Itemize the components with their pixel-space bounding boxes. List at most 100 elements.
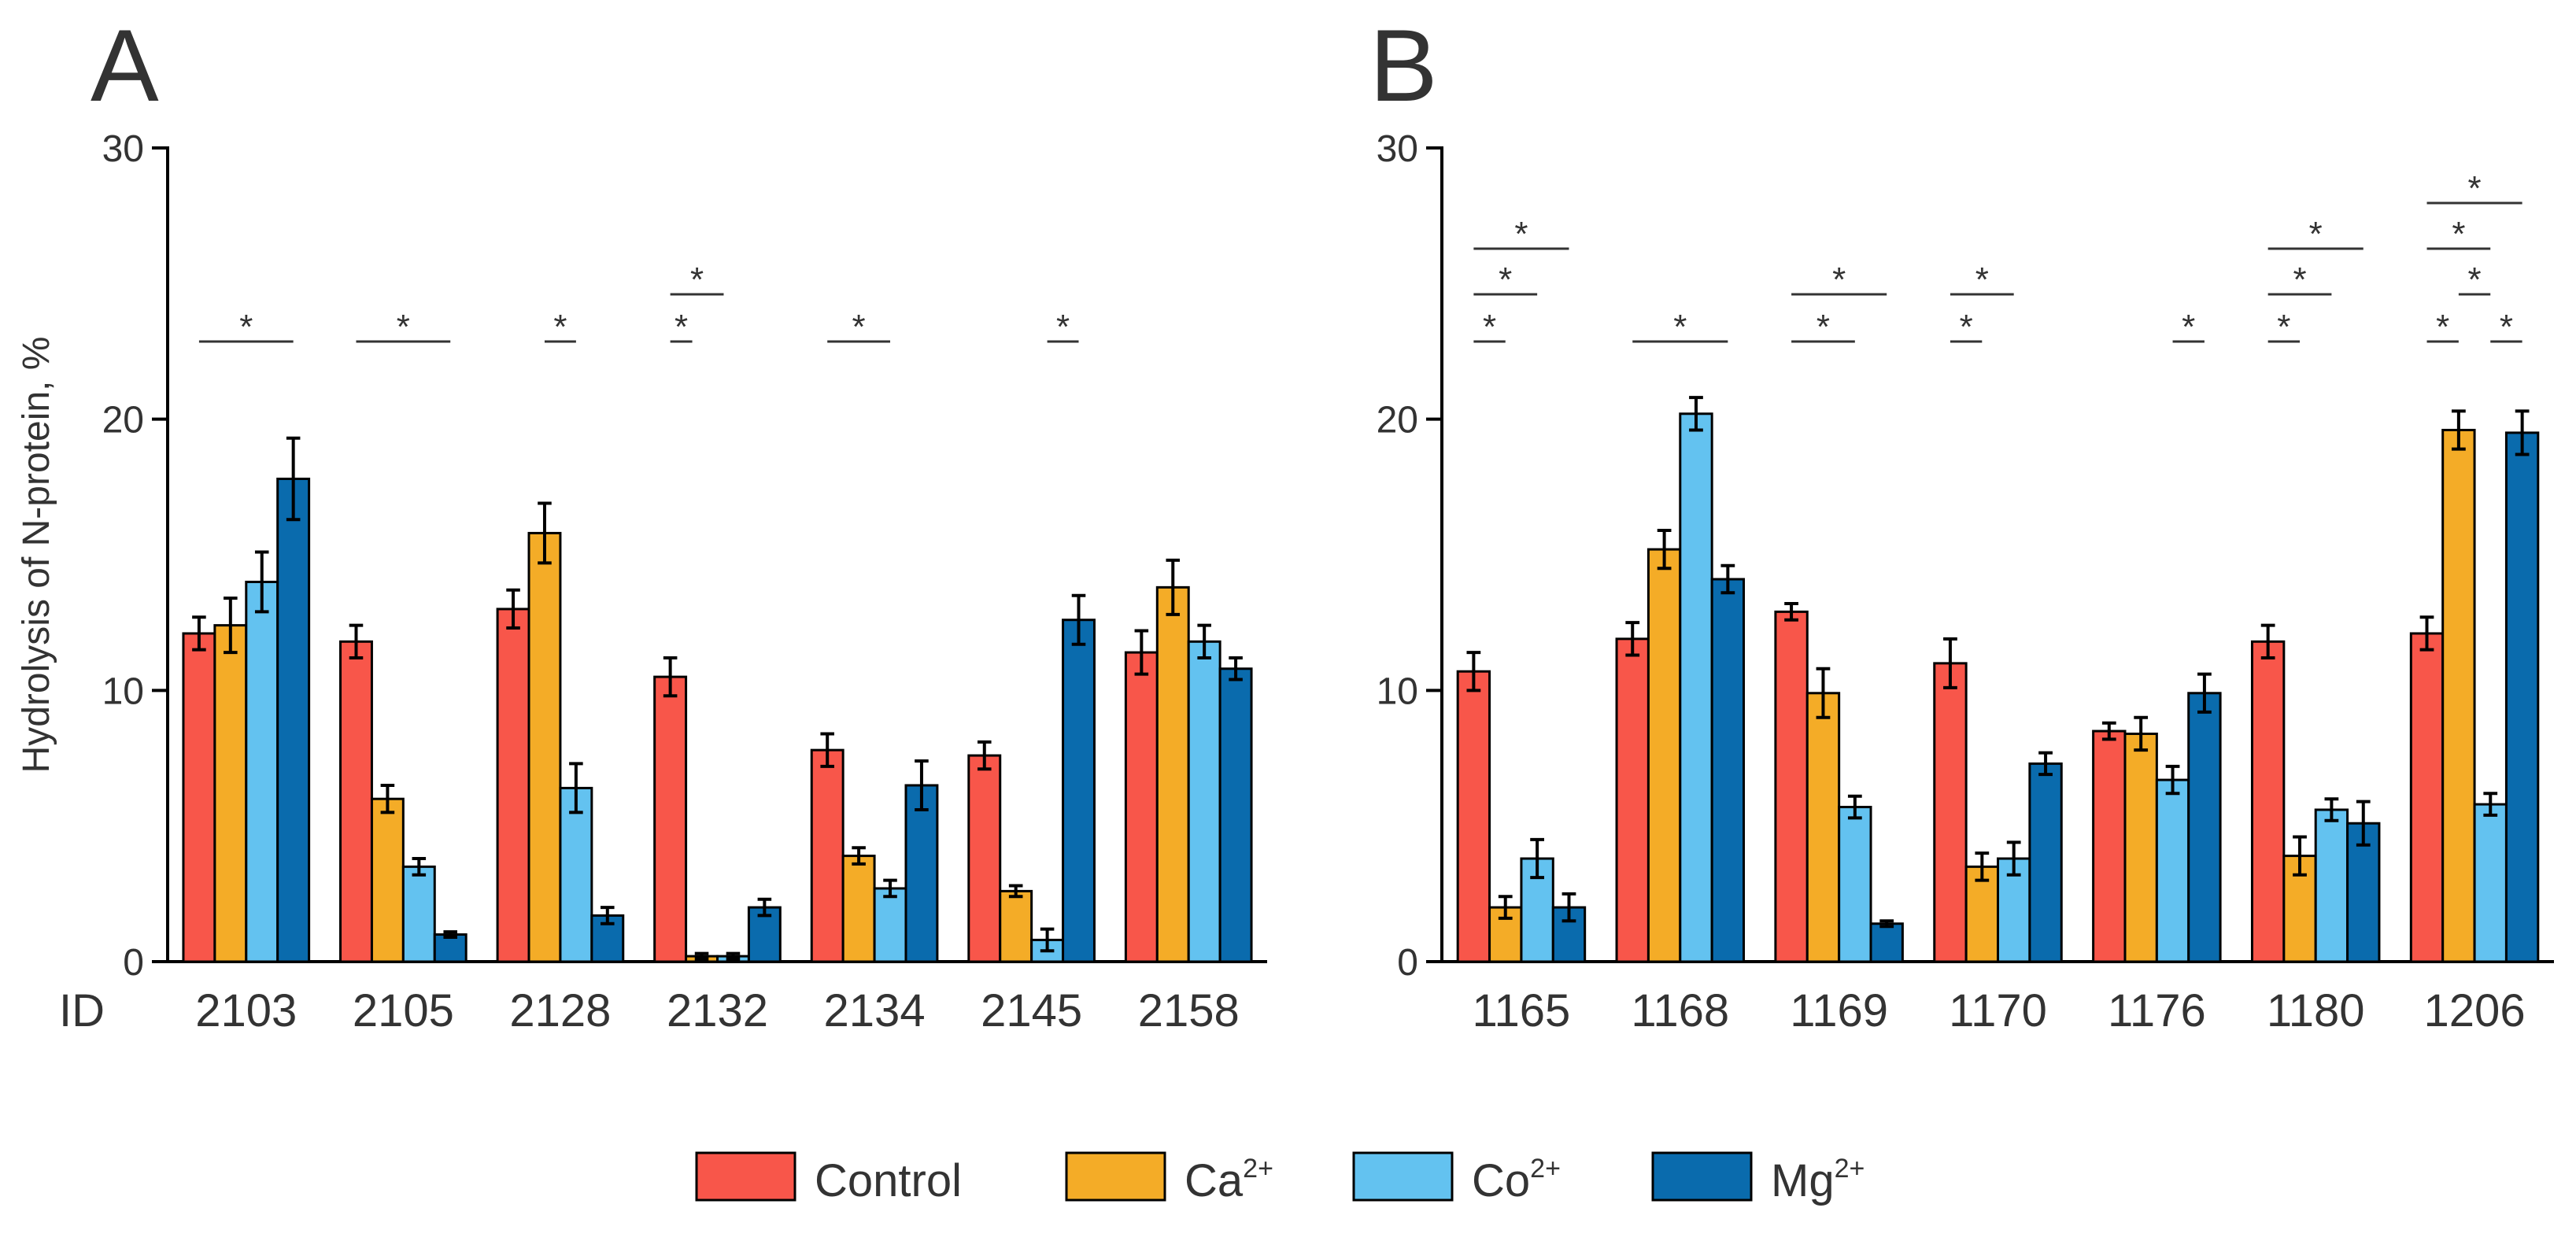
bar (2409, 632, 2445, 963)
y-tick-label: 10 (1377, 670, 1418, 712)
bar (339, 640, 373, 963)
bar (1187, 640, 1221, 963)
legend-swatch (695, 1151, 796, 1202)
category-label: 1169 (1790, 985, 1888, 1036)
legend-label: Co2+ (1472, 1154, 1561, 1206)
category-label: 2134 (824, 985, 926, 1036)
significance-star: * (1483, 308, 1496, 346)
bar (2473, 803, 2508, 963)
bar (1679, 412, 1713, 963)
significance-star: * (690, 260, 704, 299)
y-tick-label: 20 (102, 400, 144, 441)
bar (1933, 662, 1968, 963)
significance-star: * (553, 308, 567, 346)
legend-label: Control (815, 1155, 962, 1206)
bar (2092, 729, 2127, 963)
significance-star: * (2309, 215, 2323, 253)
y-tick-label: 0 (1397, 942, 1418, 984)
panel-a-chart: A Hydrolysis of N-protein, % 0 10 20 30 ID 2103… (16, 8, 1267, 1036)
legend-label-text: Control (815, 1155, 962, 1206)
category-label: 1165 (1473, 985, 1571, 1036)
bar (653, 675, 688, 963)
legend: Control Ca2+ Co2+ Mg2+ (695, 1151, 1865, 1206)
legend-label-text: Mg (1771, 1155, 1835, 1206)
bar (245, 580, 279, 963)
category-label: 1206 (2424, 985, 2526, 1036)
bar (873, 887, 907, 963)
significance-star: * (2452, 215, 2465, 253)
bar (559, 786, 593, 963)
significance-star: * (1975, 260, 1989, 299)
bar (182, 632, 216, 963)
legend-label-text: Co (1472, 1155, 1530, 1206)
bar (276, 477, 311, 963)
significance-star: * (2436, 308, 2449, 346)
significance-star: * (2500, 308, 2513, 346)
bar (2504, 431, 2540, 963)
bar (810, 748, 844, 963)
panel-letter: A (91, 8, 159, 123)
category-label: 2132 (667, 985, 768, 1036)
category-label: 1170 (1949, 985, 2047, 1036)
bar (2123, 732, 2158, 963)
category-label: 1176 (2108, 985, 2206, 1036)
legend-swatch (1352, 1151, 1454, 1202)
bar (2028, 762, 2063, 963)
significance-star: * (2293, 260, 2306, 299)
significance-star: * (1960, 308, 1973, 346)
category-label: 2158 (1138, 985, 1240, 1036)
bar (496, 608, 530, 963)
bar (2187, 692, 2222, 963)
significance-star: * (397, 308, 410, 346)
significance-star: * (2468, 260, 2482, 299)
bar (999, 889, 1033, 963)
legend-label: Mg2+ (1771, 1154, 1865, 1206)
y-tick-label: 20 (1377, 400, 1418, 441)
y-tick-label: 30 (102, 128, 144, 170)
bar (370, 797, 405, 963)
y-tick-label: 0 (123, 942, 144, 984)
bar (841, 855, 876, 963)
panel-letter: B (1369, 8, 1438, 123)
significance-star: * (1056, 308, 1070, 346)
bar (1774, 610, 1809, 963)
bar (1062, 619, 1096, 963)
bar (904, 784, 939, 963)
significance-star: * (239, 308, 253, 346)
significance-star: * (674, 308, 688, 346)
bar (1124, 651, 1159, 963)
bar (1615, 637, 1650, 963)
bar (2250, 640, 2286, 963)
bar (527, 531, 562, 963)
significance-star: * (1817, 308, 1830, 346)
bar (1710, 578, 1746, 963)
legend-label-superscript: 2+ (1243, 1154, 1273, 1184)
bar (213, 624, 248, 963)
significance-star: * (1499, 260, 1512, 299)
legend-label-superscript: 2+ (1530, 1154, 1561, 1184)
category-label: 2105 (353, 985, 454, 1036)
bar (1869, 922, 1904, 963)
significance-star: * (2277, 308, 2290, 346)
bar (1646, 548, 1682, 963)
bar (1456, 670, 1491, 963)
category-label: 1180 (2267, 985, 2365, 1036)
category-label: 1168 (1631, 985, 1729, 1036)
id-label: ID (59, 985, 105, 1036)
legend-swatch (1065, 1151, 1166, 1202)
legend-swatch (1651, 1151, 1753, 1202)
category-label: 2103 (195, 985, 297, 1036)
y-axis-label: Hydrolysis of N-protein, % (16, 337, 57, 774)
significance-star: * (1673, 308, 1687, 346)
category-label: 2128 (509, 985, 611, 1036)
y-tick-label: 10 (102, 670, 144, 712)
legend-label-superscript: 2+ (1835, 1154, 1865, 1184)
significance-star: * (1832, 260, 1846, 299)
bar (2441, 428, 2476, 963)
category-label: 2145 (981, 985, 1082, 1036)
legend-label: Ca2+ (1185, 1154, 1273, 1206)
bar (1218, 667, 1253, 963)
bar (2155, 778, 2190, 963)
